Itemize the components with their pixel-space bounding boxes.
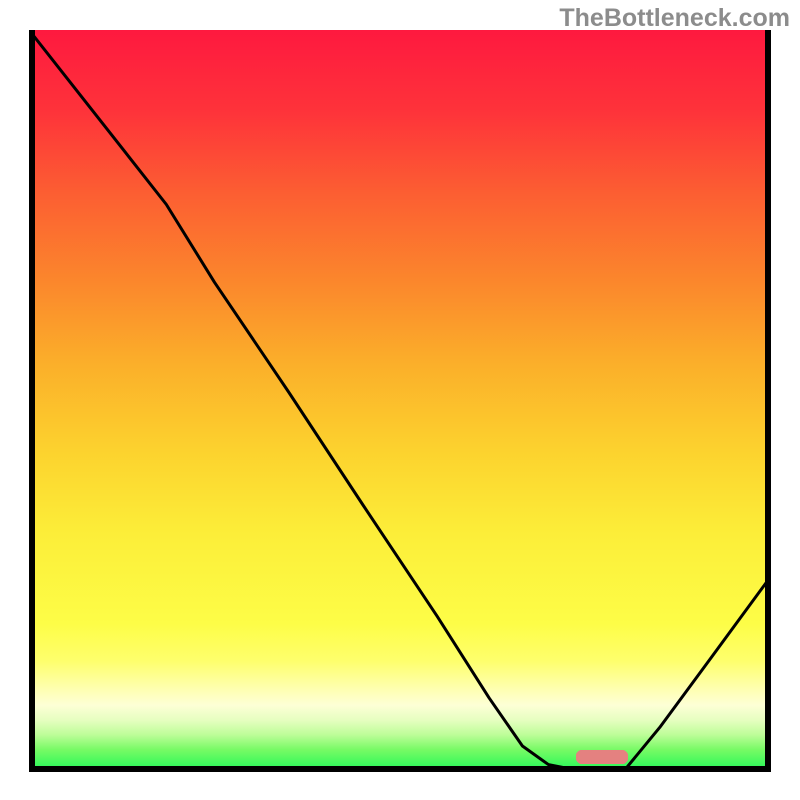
bottleneck-curve	[29, 30, 771, 772]
optimum-marker	[576, 750, 628, 764]
watermark-text: TheBottleneck.com	[559, 4, 790, 33]
plot-area	[29, 30, 771, 772]
chart-container: TheBottleneck.com	[0, 0, 800, 800]
